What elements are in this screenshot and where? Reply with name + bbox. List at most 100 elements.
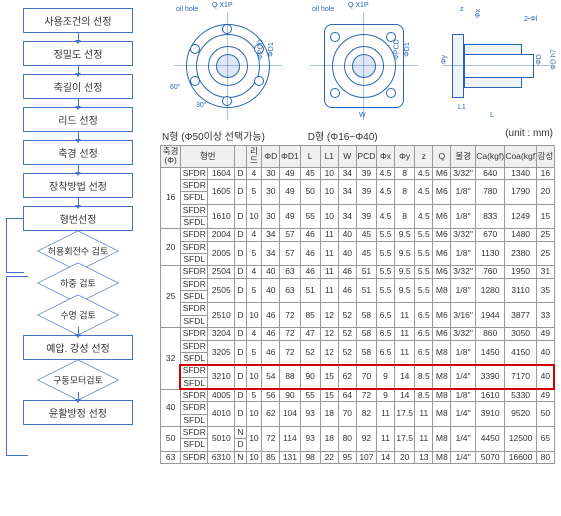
cell-z: 5.5 <box>415 278 433 303</box>
cell-d: N <box>235 451 246 463</box>
cell-PCD: 45 <box>356 241 376 266</box>
cell-y: 17.5 <box>395 402 415 427</box>
cell-d: D <box>235 204 246 229</box>
cell-model-prefix: SFDR <box>181 389 208 401</box>
cell-Q: M8 <box>433 389 451 401</box>
flow-arrow <box>78 132 79 140</box>
cell-dia: 16 <box>161 167 181 229</box>
th-L: L <box>300 146 320 168</box>
cell-d: D <box>235 340 246 365</box>
cell-Q: M8 <box>433 278 451 303</box>
cell-Ca: 833 <box>476 204 505 229</box>
cell-ball: 3/32'' <box>451 328 476 340</box>
cell-model-prefix: SFDR <box>181 167 208 179</box>
cell-model-num: 3204 <box>208 328 235 340</box>
cell-L: 52 <box>300 340 320 365</box>
flow-arrow <box>78 66 79 74</box>
cell-y: 8 <box>395 204 415 229</box>
flow-step-3: 축길이 선정 <box>23 74 133 99</box>
flow-arrow <box>78 33 79 41</box>
table-row: SFDR1605D53049501034394.584.5M61/8''7801… <box>161 180 555 192</box>
cell-model-num: 2004 <box>208 229 235 241</box>
cell-vD1: 114 <box>280 426 300 451</box>
cell-L1: 18 <box>320 426 338 451</box>
cell-model-num: 1605 <box>208 180 235 205</box>
cell-stiff: 25 <box>536 241 554 266</box>
cell-d: D <box>235 180 246 205</box>
cell-PCD: 70 <box>356 365 376 390</box>
cell-y: 9.5 <box>395 266 415 278</box>
cell-model-prefix: SFDL <box>181 192 208 204</box>
cell-dia: 20 <box>161 229 181 266</box>
cell-z: 13 <box>415 451 433 463</box>
cell-y: 8 <box>395 180 415 205</box>
cell-lead: 10 <box>246 426 262 451</box>
cell-lead: 10 <box>246 303 262 328</box>
th-L1: L1 <box>320 146 338 168</box>
flow-step-7: 형번선정 <box>23 206 133 231</box>
cell-W: 34 <box>338 180 356 205</box>
cell-z: 8.5 <box>415 365 433 390</box>
cell-ball: 3/16'' <box>451 303 476 328</box>
cell-x: 6.5 <box>377 303 395 328</box>
cell-vD: 30 <box>262 180 280 205</box>
cell-vD: 62 <box>262 402 280 427</box>
cell-stiff: 25 <box>536 229 554 241</box>
cell-L: 90 <box>300 365 320 390</box>
th-blank <box>235 146 246 168</box>
spec-table: 축경(Φ) 형번 리드 ΦD ΦD1 L L1 W PCD Φx Φy z Q … <box>160 145 555 464</box>
cell-d: N <box>235 426 246 438</box>
cell-L1: 15 <box>320 389 338 401</box>
cell-model-prefix: SFDR <box>181 204 208 216</box>
cell-PCD: 39 <box>356 167 376 179</box>
cell-stiff: 49 <box>536 389 554 401</box>
cell-Q: M8 <box>433 451 451 463</box>
cell-W: 52 <box>338 340 356 365</box>
cell-lead: 4 <box>246 266 262 278</box>
cell-dia: 32 <box>161 328 181 390</box>
table-row: SFDR3210D105488901562709148.5M81/4''3390… <box>161 365 555 377</box>
cell-PCD: 51 <box>356 266 376 278</box>
th-model: 형번 <box>181 146 235 168</box>
cell-stiff: 49 <box>536 328 554 340</box>
table-row: SFDR3205D54672521252586.5116.5M81/8''145… <box>161 340 555 352</box>
cell-vD1: 72 <box>280 328 300 340</box>
cell-PCD: 39 <box>356 180 376 205</box>
cell-ball: 3/32'' <box>451 167 476 179</box>
cell-lead: 5 <box>246 180 262 205</box>
cell-vD: 72 <box>262 426 280 451</box>
label-phid: ΦD <box>536 54 543 65</box>
cell-Ca: 1130 <box>476 241 505 266</box>
cell-model-prefix: SFDR <box>181 328 208 340</box>
flow-step-1: 사용조건의 선정 <box>23 8 133 33</box>
label-w-1: W <box>359 112 366 119</box>
cell-lead: 10 <box>246 402 262 427</box>
cell-model-prefix: SFDL <box>181 315 208 327</box>
cell-stiff: 31 <box>536 266 554 278</box>
cell-lead: 10 <box>246 451 262 463</box>
cell-W: 70 <box>338 402 356 427</box>
cell-PCD: 92 <box>356 426 376 451</box>
label-angle60: 60° <box>170 84 181 91</box>
cell-lead: 10 <box>246 365 262 390</box>
cell-Ca: 3390 <box>476 365 505 390</box>
flow-decision-2: 하중 검토 <box>28 271 128 295</box>
flow-step-6: 장착방법 선정 <box>23 173 133 198</box>
cell-y: 11 <box>395 328 415 340</box>
label-pcd: ΦPCD <box>258 39 265 59</box>
cell-ball: 1/8'' <box>451 180 476 205</box>
cell-Coa: 12500 <box>505 426 537 451</box>
cell-lead: 10 <box>246 204 262 229</box>
cell-x: 5.5 <box>377 266 395 278</box>
table-header-row: 축경(Φ) 형번 리드 ΦD ΦD1 L L1 W PCD Φx Φy z Q … <box>161 146 555 168</box>
cell-PCD: 39 <box>356 204 376 229</box>
cell-z: 6.5 <box>415 303 433 328</box>
cell-z: 5.5 <box>415 241 433 266</box>
cell-stiff: 20 <box>536 180 554 205</box>
th-lead: 리드 <box>246 146 262 168</box>
cell-vD1: 88 <box>280 365 300 390</box>
table-row: 20SFDR2004D43457461140455.59.55.5M63/32'… <box>161 229 555 241</box>
cell-ball: 1/4'' <box>451 402 476 427</box>
cell-model-prefix: SFDR <box>181 229 208 241</box>
cell-model-prefix: SFDR <box>181 402 208 414</box>
